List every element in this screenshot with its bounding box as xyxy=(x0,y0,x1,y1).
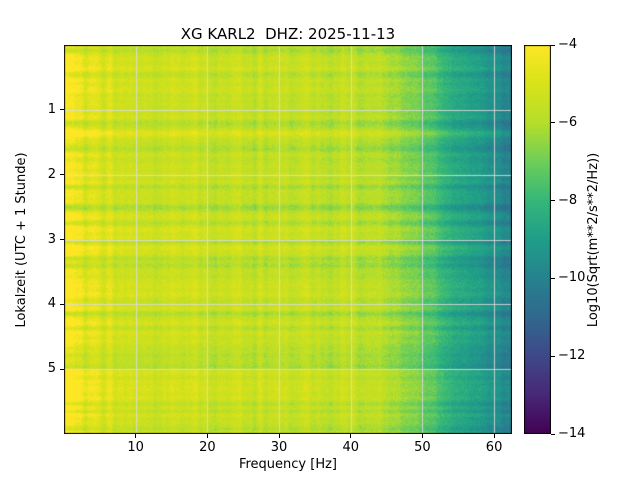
spectrogram-heatmap xyxy=(64,45,512,434)
x-tick-mark xyxy=(493,434,495,438)
x-tick-mark xyxy=(135,434,137,438)
y-tick-label: 5 xyxy=(47,361,56,377)
x-tick-mark xyxy=(350,434,352,438)
colorbar-tick-mark xyxy=(551,355,555,357)
y-tick-label: 4 xyxy=(47,296,56,312)
colorbar-tick-label: −12 xyxy=(558,348,586,364)
x-axis-label: Frequency [Hz] xyxy=(238,457,338,472)
x-tick-label: 10 xyxy=(127,440,144,455)
y-tick-mark xyxy=(60,174,64,176)
y-tick-mark xyxy=(60,239,64,240)
colorbar-tick-label: −8 xyxy=(558,192,578,208)
x-tick-mark xyxy=(421,434,423,438)
colorbar-label: Log10(Sqrt(m**2/s**2/Hz)) xyxy=(586,152,601,328)
colorbar-tick-mark xyxy=(551,122,555,124)
colorbar-tick-label: −6 xyxy=(558,114,578,130)
colorbar-tick-mark xyxy=(551,433,555,435)
colorbar-tick-mark xyxy=(551,277,555,279)
plot-title: XG KARL2 DHZ: 2025-11-13 xyxy=(180,25,396,43)
x-tick-label: 40 xyxy=(342,440,359,455)
colorbar-tick-label: −4 xyxy=(558,37,578,52)
x-tick-mark xyxy=(278,434,280,438)
colorbar-tick-mark xyxy=(551,200,555,202)
y-tick-mark xyxy=(60,368,64,370)
x-tick-mark xyxy=(206,434,208,438)
colorbar xyxy=(524,45,551,434)
colorbar-tick-label: −10 xyxy=(558,270,586,286)
x-tick-label: 60 xyxy=(485,440,503,455)
colorbar-tick-mark xyxy=(551,44,555,46)
x-tick-label: 30 xyxy=(270,440,288,455)
y-tick-mark xyxy=(60,303,64,305)
x-tick-label: 20 xyxy=(199,440,216,455)
y-tick-mark xyxy=(60,109,64,111)
y-tick-label: 2 xyxy=(47,166,56,182)
x-tick-label: 50 xyxy=(414,440,431,455)
colorbar-tick-label: −14 xyxy=(558,426,586,441)
y-tick-label: 3 xyxy=(47,231,56,247)
y-tick-label: 1 xyxy=(47,101,56,117)
